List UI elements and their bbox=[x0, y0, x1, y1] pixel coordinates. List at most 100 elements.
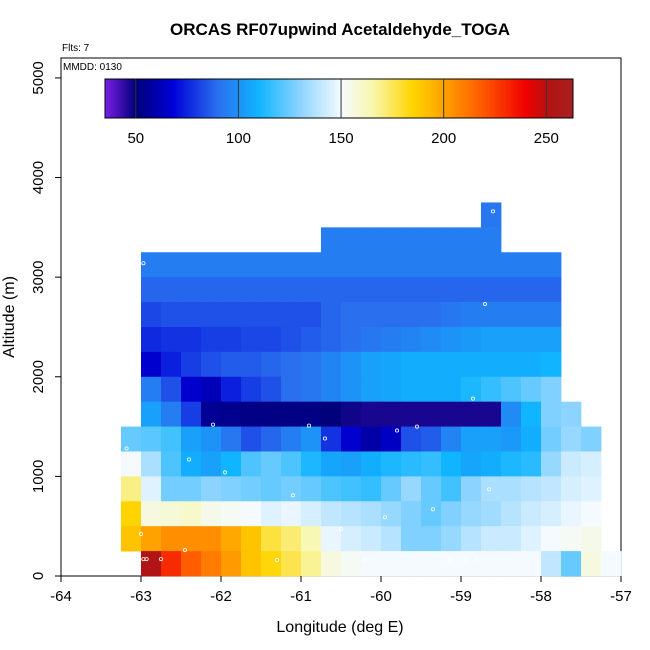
heatmap-cell bbox=[501, 277, 522, 303]
heatmap-cells bbox=[121, 202, 622, 577]
heatmap-cell bbox=[201, 376, 222, 403]
heatmap-cell bbox=[481, 501, 502, 527]
x-tick-label: -57 bbox=[610, 588, 632, 605]
heatmap-cell bbox=[161, 302, 182, 328]
heatmap-cell bbox=[381, 401, 402, 427]
heatmap-cell bbox=[261, 252, 282, 278]
heatmap-cell bbox=[361, 451, 382, 477]
heatmap-cell bbox=[441, 451, 462, 477]
heatmap-cell bbox=[341, 351, 362, 378]
heatmap-cell bbox=[361, 376, 382, 403]
heatmap-cell bbox=[181, 451, 202, 477]
y-axis: 0 1000 2000 3000 4000 5000 bbox=[30, 61, 61, 580]
heatmap-cell bbox=[321, 451, 342, 477]
heatmap-cell bbox=[461, 401, 482, 427]
heatmap-cell bbox=[581, 551, 602, 577]
heatmap-cell bbox=[321, 252, 342, 278]
heatmap-cell bbox=[561, 551, 582, 577]
heatmap-cell bbox=[501, 326, 522, 353]
sample-point bbox=[462, 558, 467, 563]
heatmap-cell bbox=[301, 351, 322, 378]
heatmap-cell bbox=[141, 351, 162, 378]
heatmap-cell bbox=[501, 376, 522, 403]
x-tick-label: -58 bbox=[530, 588, 552, 605]
heatmap-cell bbox=[381, 526, 402, 552]
heatmap-cell bbox=[541, 476, 562, 502]
heatmap-cell bbox=[261, 476, 282, 502]
heatmap-cell bbox=[481, 476, 502, 502]
heatmap-cell bbox=[421, 277, 442, 303]
sample-point bbox=[474, 558, 479, 563]
heatmap-cell bbox=[601, 551, 622, 577]
heatmap-cell bbox=[361, 526, 382, 552]
heatmap-cell bbox=[481, 426, 502, 452]
heatmap-cell bbox=[201, 351, 222, 378]
heatmap-cell bbox=[141, 476, 162, 502]
heatmap-cell bbox=[401, 526, 422, 552]
heatmap-cell bbox=[361, 326, 382, 353]
heatmap-cell bbox=[161, 476, 182, 502]
x-tick-label: -64 bbox=[50, 588, 72, 605]
heatmap-cell bbox=[321, 277, 342, 303]
sample-point bbox=[430, 507, 435, 512]
heatmap-cell bbox=[401, 326, 422, 353]
heatmap-cell bbox=[361, 351, 382, 378]
heatmap-cell bbox=[161, 252, 182, 278]
heatmap-cell bbox=[461, 451, 482, 477]
sample-points bbox=[124, 209, 495, 563]
sample-point bbox=[186, 457, 191, 462]
x-axis-label: Longitude (deg E) bbox=[276, 619, 403, 636]
flights-label: Flts: 7 bbox=[62, 43, 90, 54]
colorbar-ticks: 50 100 150 200 250 bbox=[127, 79, 559, 147]
sample-point bbox=[182, 548, 187, 553]
heatmap-cell bbox=[281, 326, 302, 353]
heatmap-cell bbox=[341, 451, 362, 477]
heatmap-cell bbox=[441, 351, 462, 378]
heatmap-cell bbox=[441, 302, 462, 328]
heatmap-cell bbox=[301, 551, 322, 577]
sample-point bbox=[306, 423, 311, 428]
heatmap-cell bbox=[461, 526, 482, 552]
sample-point bbox=[134, 354, 139, 359]
heatmap-cell bbox=[341, 277, 362, 303]
heatmap-cell bbox=[461, 376, 482, 403]
heatmap-cell bbox=[361, 401, 382, 427]
heatmap-cell bbox=[421, 302, 442, 328]
colorbar-tick-label: 50 bbox=[127, 130, 144, 147]
heatmap-cell bbox=[201, 277, 222, 303]
heatmap-cell bbox=[201, 401, 222, 427]
heatmap-cell bbox=[421, 551, 442, 577]
heatmap-cell bbox=[421, 252, 442, 278]
heatmap-cell bbox=[241, 451, 262, 477]
heatmap-cell bbox=[501, 476, 522, 502]
heatmap-cell bbox=[341, 526, 362, 552]
heatmap-cell bbox=[281, 277, 302, 303]
sample-point bbox=[470, 396, 475, 401]
heatmap-cell bbox=[561, 451, 582, 477]
heatmap-cell bbox=[481, 526, 502, 552]
colorbar-tick-label: 250 bbox=[534, 130, 559, 147]
sample-point bbox=[138, 532, 143, 537]
heatmap-cell bbox=[221, 277, 242, 303]
heatmap-cell bbox=[501, 302, 522, 328]
heatmap-cell bbox=[321, 551, 342, 577]
heatmap-cell bbox=[301, 376, 322, 403]
heatmap-cell bbox=[301, 451, 322, 477]
heatmap-cell bbox=[341, 476, 362, 502]
heatmap-cell bbox=[481, 302, 502, 328]
heatmap-cell bbox=[281, 426, 302, 452]
heatmap-cell bbox=[501, 501, 522, 527]
y-tick-label: 0 bbox=[30, 572, 47, 580]
sample-point bbox=[446, 558, 451, 563]
heatmap-cell bbox=[161, 376, 182, 403]
heatmap-cell bbox=[541, 326, 562, 353]
y-tick-label: 1000 bbox=[30, 460, 47, 493]
heatmap-cell bbox=[341, 426, 362, 452]
heatmap-cell bbox=[521, 526, 542, 552]
heatmap-cell bbox=[321, 302, 342, 328]
heatmap-cell bbox=[441, 277, 462, 303]
heatmap-cell bbox=[201, 501, 222, 527]
heatmap-cell bbox=[541, 277, 562, 303]
heatmap-cell bbox=[281, 252, 302, 278]
heatmap-cell bbox=[281, 551, 302, 577]
